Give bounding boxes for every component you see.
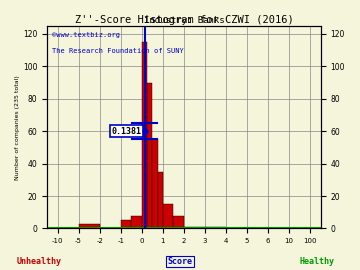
Text: Unhealthy: Unhealthy [17, 257, 62, 266]
Title: Z''-Score Histogram for CZWI (2016): Z''-Score Histogram for CZWI (2016) [75, 15, 293, 25]
Bar [184, 227, 205, 228]
Bar [205, 227, 226, 228]
Text: Industry: Banks: Industry: Banks [144, 16, 224, 25]
Bar [142, 42, 147, 228]
Bar [158, 172, 163, 228]
Bar [163, 204, 174, 228]
Bar [121, 220, 131, 228]
Text: The Research Foundation of SUNY: The Research Foundation of SUNY [53, 48, 184, 54]
Text: 0.1381: 0.1381 [112, 127, 141, 136]
Text: ©www.textbiz.org: ©www.textbiz.org [53, 32, 121, 38]
Bar [78, 224, 100, 228]
Bar [131, 215, 142, 228]
Y-axis label: Number of companies (235 total): Number of companies (235 total) [15, 75, 20, 180]
Text: Healthy: Healthy [299, 257, 334, 266]
Text: Score: Score [167, 257, 193, 266]
Bar [174, 215, 184, 228]
Bar [152, 139, 158, 228]
Bar [147, 83, 152, 228]
